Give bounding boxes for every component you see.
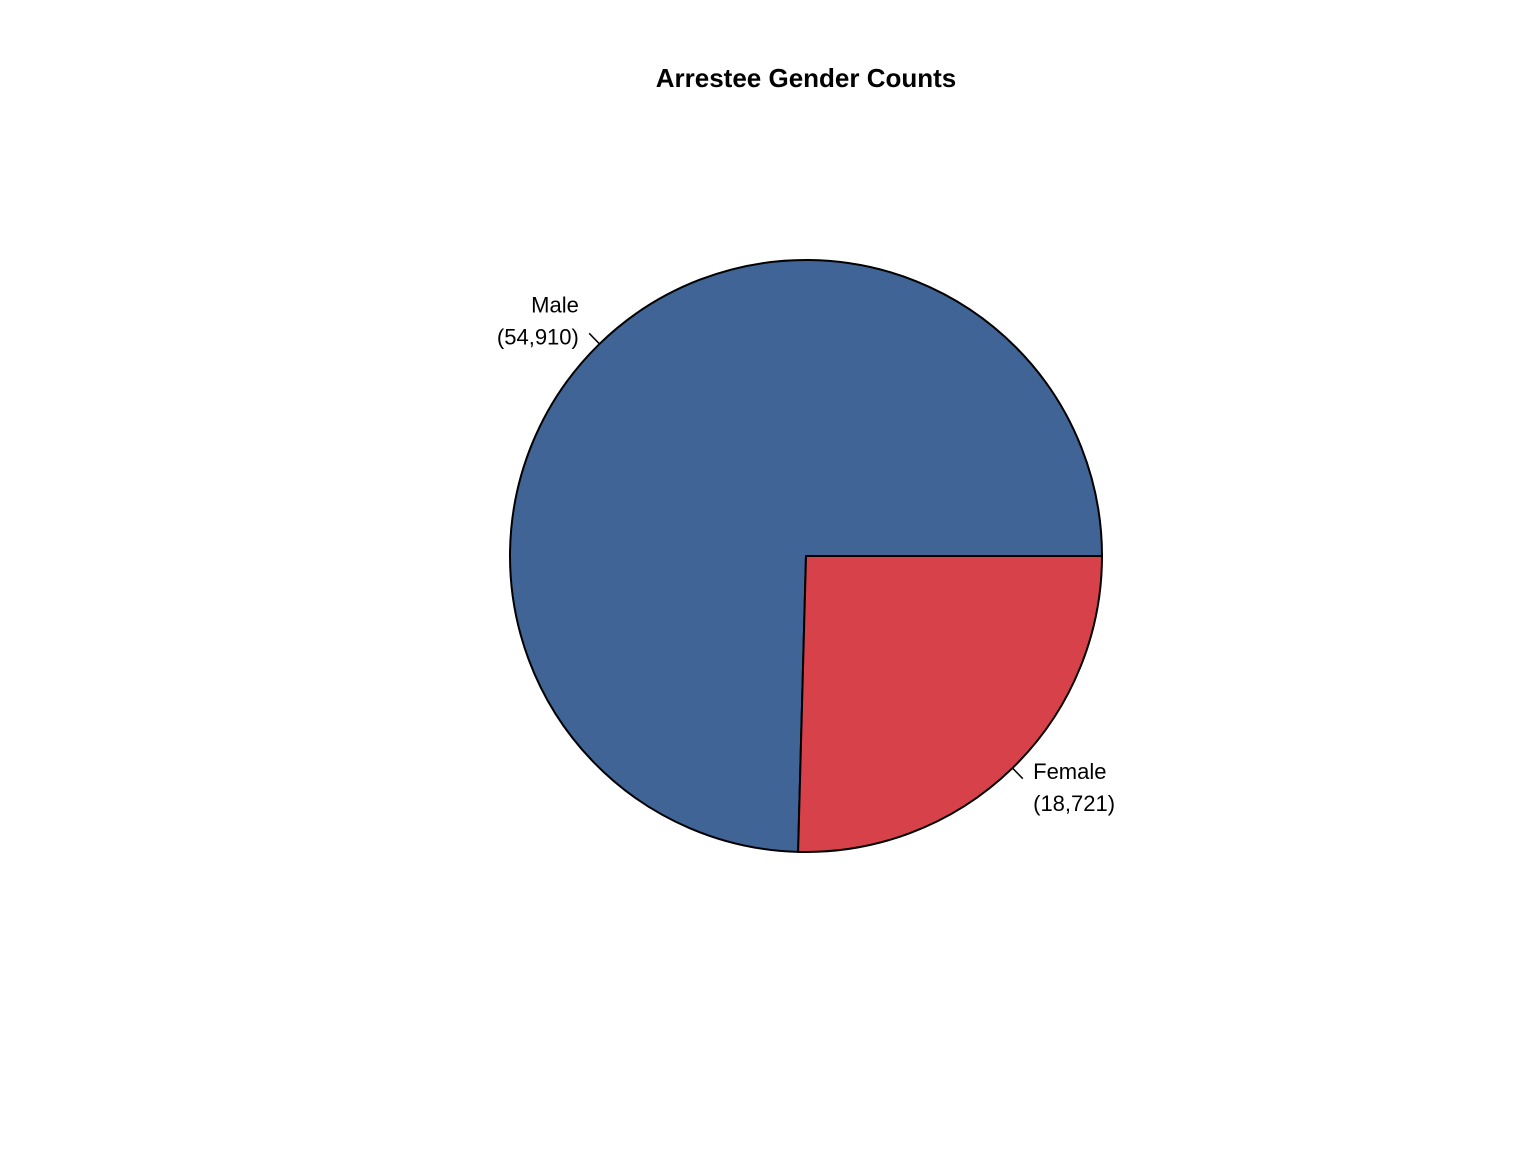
chart-title: Arrestee Gender Counts [656, 63, 957, 93]
pie-slice [797, 555, 1104, 853]
slice-value-label: (18,721) [1033, 791, 1115, 816]
slice-label: Male [531, 293, 579, 318]
slice-label: Female [1033, 759, 1106, 784]
label-tick [1011, 767, 1024, 780]
slice-value-label: (54,910) [497, 325, 579, 350]
label-tick [588, 332, 601, 345]
